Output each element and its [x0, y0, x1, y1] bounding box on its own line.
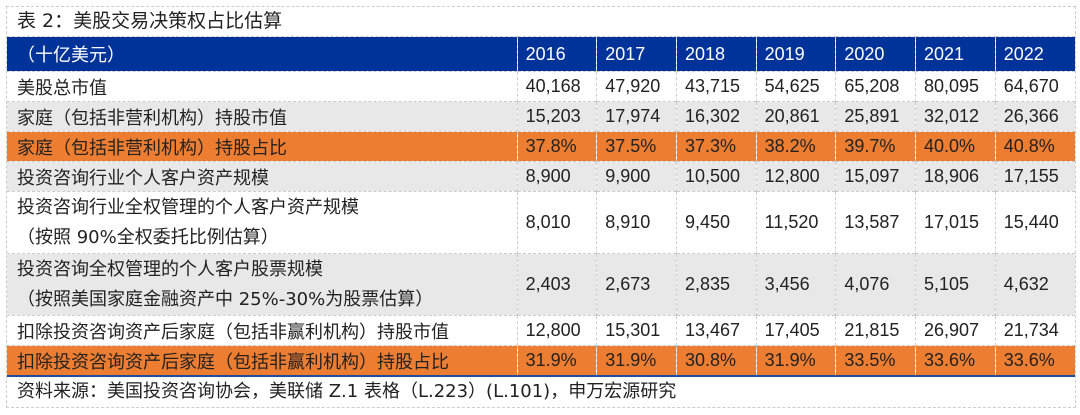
- table-row: 扣除投资咨询资产后家庭（包括非赢利机构）持股占比 31.9% 31.9% 30.8% 3…: [7, 345, 1075, 377]
- table-cell: 20,861: [755, 101, 836, 132]
- table-cell: 39.7%: [835, 131, 916, 162]
- table-cell: 26,366: [994, 101, 1075, 132]
- table-cell: 37.5%: [596, 131, 677, 162]
- year-header: 2021: [915, 36, 996, 72]
- table-cell: 31.9%: [596, 345, 677, 377]
- table-cell: 37.8%: [516, 131, 597, 162]
- table-cell: 15,203: [516, 101, 597, 132]
- table-cell: 32,012: [915, 101, 996, 132]
- row-label: 投资咨询全权管理的个人客户股票规模 （按照美国家庭金融资产中 25%-30%为股票…: [7, 253, 518, 316]
- table-row: 投资咨询行业全权管理的个人客户资产规模 （按照 90%全权委托比例估算） 8,010…: [7, 191, 1075, 254]
- row-label: 扣除投资咨询资产后家庭（包括非赢利机构）持股占比: [7, 345, 518, 377]
- table-row: 投资咨询全权管理的个人客户股票规模 （按照美国家庭金融资产中 25%-30%为股票…: [7, 253, 1075, 316]
- table-cell: 30.8%: [675, 345, 757, 377]
- table-cell: 40,168: [516, 71, 597, 102]
- table-cell: 31.9%: [755, 345, 836, 377]
- table-cell: 8,010: [516, 191, 597, 254]
- table-cell: 13,467: [675, 315, 757, 346]
- table-cell: 12,800: [755, 161, 836, 192]
- row-label-text: 投资咨询全权管理的个人客户股票规模: [17, 258, 323, 280]
- table-cell: 15,440: [994, 191, 1075, 254]
- table-cell: 4,076: [835, 253, 916, 316]
- table-row: 家庭（包括非营利机构）持股占比 37.8% 37.5% 37.3% 38.2% 39.7%…: [7, 131, 1075, 162]
- row-label: 美股总市值: [7, 71, 518, 102]
- year-header: 2017: [596, 36, 677, 72]
- row-sublabel: （按照 90%全权委托比例估算）: [17, 226, 279, 248]
- table-cell: 17,974: [596, 101, 677, 132]
- table-row: 美股总市值 40,168 47,920 43,715 54,625 65,208 80,09…: [7, 71, 1075, 102]
- row-label: 扣除投资咨询资产后家庭（包括非赢利机构）持股市值: [7, 315, 518, 346]
- table-row: 家庭（包括非营利机构）持股市值 15,203 17,974 16,302 20,861 2…: [7, 101, 1075, 132]
- table-cell: 40.0%: [915, 131, 996, 162]
- table-cell: 9,900: [596, 161, 677, 192]
- table-cell: 8,900: [516, 161, 597, 192]
- table-cell: 80,095: [915, 71, 996, 102]
- table-cell: 3,456: [755, 253, 836, 316]
- year-header: 2016: [516, 36, 597, 72]
- table-cell: 17,015: [915, 191, 996, 254]
- table-cell: 33.6%: [994, 345, 1075, 377]
- row-label-text: 家庭（包括非营利机构）持股占比: [17, 137, 287, 159]
- table-cell: 47,920: [596, 71, 677, 102]
- table-cell: 21,734: [994, 315, 1075, 346]
- table-cell: 54,625: [755, 71, 836, 102]
- table-title: 表 2：美股交易决策权占比估算: [17, 10, 283, 32]
- header-row: （十亿美元） 2016 2017 2018 2019 2020 2021 2022: [7, 36, 1075, 72]
- source-note: 资料来源：美国投资咨询协会，美联储 Z.1 表格（L.223）(L.101)，申…: [17, 381, 677, 402]
- row-sublabel: （按照美国家庭金融资产中 25%-30%为股票估算）: [17, 288, 434, 310]
- table-cell: 38.2%: [755, 131, 836, 162]
- table-cell: 2,673: [596, 253, 677, 316]
- table-cell: 17,155: [994, 161, 1075, 192]
- table-cell: 15,301: [596, 315, 677, 346]
- year-header: 2019: [755, 36, 836, 72]
- row-label: 投资咨询行业全权管理的个人客户资产规模 （按照 90%全权委托比例估算）: [7, 191, 518, 254]
- table-cell: 11,520: [755, 191, 836, 254]
- year-header: 2020: [835, 36, 916, 72]
- table-cell: 17,405: [755, 315, 836, 346]
- row-label-text: 投资咨询行业个人客户资产规模: [17, 167, 269, 189]
- table-cell: 16,302: [675, 101, 757, 132]
- table-cell: 12,800: [516, 315, 597, 346]
- table-cell: 2,403: [516, 253, 597, 316]
- table-cell: 13,587: [835, 191, 916, 254]
- table-cell: 15,097: [835, 161, 916, 192]
- row-label-text: 投资咨询行业全权管理的个人客户资产规模: [17, 196, 359, 218]
- table-cell: 5,105: [915, 253, 996, 316]
- year-header: 2022: [994, 36, 1075, 72]
- row-label-text: 家庭（包括非营利机构）持股市值: [17, 107, 287, 129]
- table-cell: 8,910: [596, 191, 677, 254]
- table-cell: 31.9%: [516, 345, 597, 377]
- unit-header: （十亿美元）: [7, 36, 518, 72]
- table-cell: 65,208: [835, 71, 916, 102]
- table-cell: 21,815: [835, 315, 916, 346]
- row-label-text: 扣除投资咨询资产后家庭（包括非赢利机构）持股占比: [17, 351, 449, 373]
- table-cell: 33.6%: [915, 345, 996, 377]
- table-container: 表 2：美股交易决策权占比估算 （十亿美元） 2016 2017 2018 2019 2…: [6, 6, 1076, 408]
- row-label: 家庭（包括非营利机构）持股市值: [7, 101, 518, 132]
- row-label-text: 扣除投资咨询资产后家庭（包括非赢利机构）持股市值: [17, 321, 449, 343]
- table-cell: 9,450: [675, 191, 757, 254]
- table-cell: 26,907: [915, 315, 996, 346]
- table-row: 扣除投资咨询资产后家庭（包括非赢利机构）持股市值 12,800 15,301 13,4…: [7, 315, 1075, 346]
- year-header: 2018: [675, 36, 757, 72]
- table-cell: 37.3%: [675, 131, 757, 162]
- row-label: 家庭（包括非营利机构）持股占比: [7, 131, 518, 162]
- table-cell: 2,835: [675, 253, 757, 316]
- table-cell: 18,906: [915, 161, 996, 192]
- table-row: 投资咨询行业个人客户资产规模 8,900 9,900 10,500 12,800 15,0…: [7, 161, 1075, 192]
- table-cell: 25,891: [835, 101, 916, 132]
- data-table: （十亿美元） 2016 2017 2018 2019 2020 2021 2022 美股总市…: [7, 36, 1075, 377]
- table-cell: 43,715: [675, 71, 757, 102]
- table-cell: 40.8%: [994, 131, 1075, 162]
- table-cell: 64,670: [994, 71, 1075, 102]
- row-label: 投资咨询行业个人客户资产规模: [7, 161, 518, 192]
- table-cell: 33.5%: [835, 345, 916, 377]
- row-label-text: 美股总市值: [17, 77, 107, 99]
- table-cell: 4,632: [994, 253, 1075, 316]
- table-cell: 10,500: [675, 161, 757, 192]
